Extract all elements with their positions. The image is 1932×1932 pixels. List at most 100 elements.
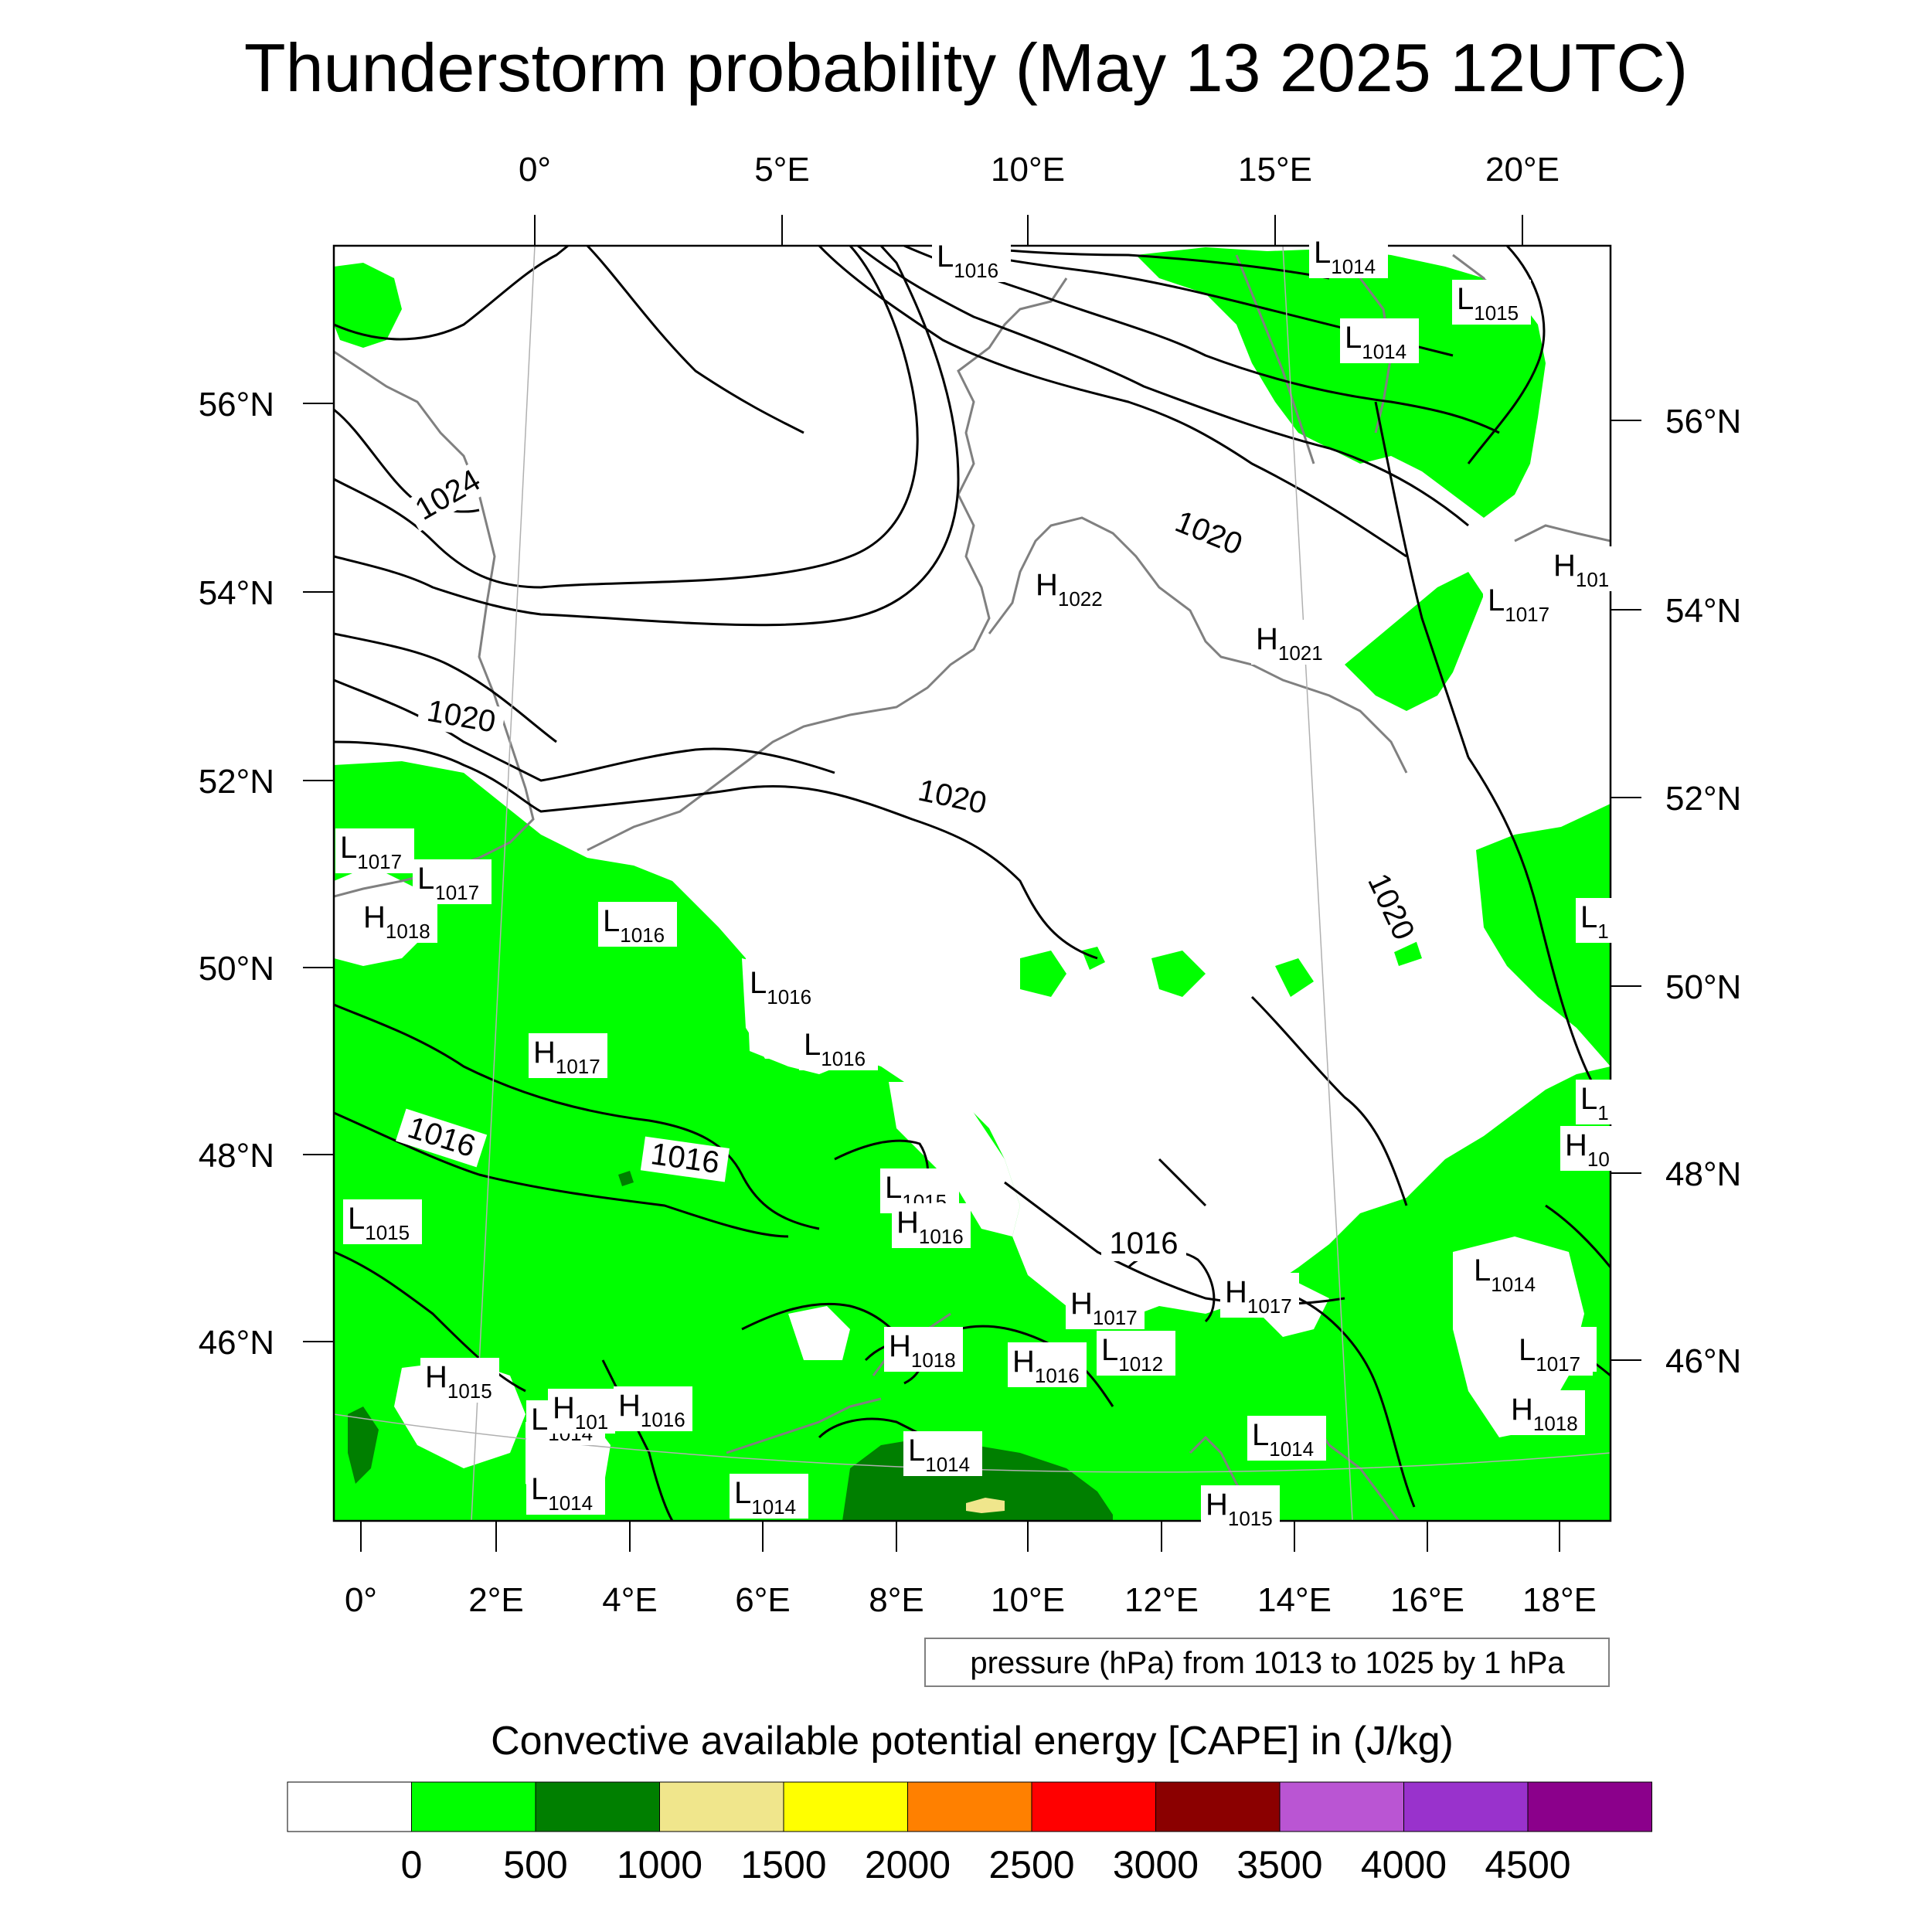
pressure-center-bg xyxy=(1452,280,1531,325)
top-lon-label: 5°E xyxy=(754,151,809,189)
right-lat-label: 56°N xyxy=(1665,403,1741,440)
bottom-lon-label: 0° xyxy=(345,1581,377,1619)
colorbar-tick-label: 4000 xyxy=(1361,1843,1447,1886)
colorbar-tick-label: 1000 xyxy=(617,1843,702,1886)
colorbar-swatch xyxy=(1031,1781,1156,1832)
pressure-center-bg xyxy=(1576,1080,1620,1124)
pressure-center-bg xyxy=(614,1386,692,1431)
low-pressure-label: L1015 xyxy=(348,1202,410,1244)
pressure-center-bg xyxy=(1066,1284,1145,1329)
pressure-center-bg xyxy=(1220,1273,1299,1318)
bottom-lon-label: 6°E xyxy=(735,1581,790,1619)
low-pressure-label: L1014 xyxy=(1252,1418,1314,1461)
low-pressure-label: L1016 xyxy=(603,904,665,947)
high-pressure-label: H1016 xyxy=(896,1206,964,1248)
high-pressure-label: H1018 xyxy=(889,1329,956,1372)
high-pressure-label: H1016 xyxy=(618,1389,685,1431)
low-pressure-label: L1014 xyxy=(908,1434,970,1476)
colorbar-swatch xyxy=(287,1781,412,1832)
pressure-center-bg xyxy=(420,1358,499,1403)
pressure-center-bg xyxy=(1008,1342,1087,1387)
high-pressure-label: H1022 xyxy=(1036,568,1103,611)
colorbar-tick-label: 500 xyxy=(503,1843,567,1886)
colorbar-swatch xyxy=(1279,1781,1404,1832)
high-pressure-label: H1017 xyxy=(1225,1275,1292,1318)
left-lat-label: 52°N xyxy=(199,763,274,801)
low-pressure-label: L1014 xyxy=(734,1476,796,1519)
pressure-center-bg xyxy=(1247,1416,1326,1461)
pressure-center-bg xyxy=(892,1203,971,1248)
high-pressure-label: H1018 xyxy=(363,900,430,943)
colorbar-swatch xyxy=(783,1781,908,1832)
colorbar-tick-label: 3500 xyxy=(1236,1843,1322,1886)
right-lat-label: 50°N xyxy=(1665,968,1741,1006)
low-pressure-label: L1 xyxy=(1580,1082,1609,1124)
right-lat-label: 52°N xyxy=(1665,780,1741,818)
pressure-center-bg xyxy=(548,1389,615,1434)
pressure-centers: L1016L1014L1015L1014H101L1017H1022H1021L… xyxy=(335,233,1620,1530)
top-lon-label: 20°E xyxy=(1485,151,1560,189)
pressure-center-bg xyxy=(1469,1251,1548,1296)
low-pressure-label: L1014 xyxy=(1474,1253,1536,1296)
bottom-lon-label: 18°E xyxy=(1522,1581,1597,1619)
pressure-center-bg xyxy=(1201,1485,1280,1530)
colorbar-swatch xyxy=(1403,1781,1529,1832)
bottom-lon-label: 2°E xyxy=(468,1581,523,1619)
low-pressure-label: L1014 xyxy=(531,1472,593,1515)
pressure-center-bg xyxy=(343,1199,422,1244)
low-pressure-label: L1 xyxy=(1580,900,1609,943)
bottom-lon-label: 10°E xyxy=(991,1581,1065,1619)
colorbar-tick-label: 1500 xyxy=(740,1843,826,1886)
low-pressure-label: L1016 xyxy=(804,1028,866,1070)
low-pressure-label: L1016 xyxy=(937,240,998,282)
pressure-center-bg xyxy=(884,1327,963,1372)
high-pressure-label: H101 xyxy=(1553,549,1609,591)
pressure-center-bg xyxy=(335,828,414,873)
bottom-lon-labels: 0° 2°E 4°E 6°E 8°E 10°E 12°E 14°E 16°E 1… xyxy=(345,1581,1597,1619)
left-lat-label: 54°N xyxy=(199,574,274,612)
pressure-center-bg xyxy=(1340,318,1419,363)
high-pressure-label: H1018 xyxy=(1511,1393,1578,1435)
high-pressure-label: H1015 xyxy=(425,1360,492,1403)
colorbar-swatch xyxy=(1527,1781,1652,1832)
low-pressure-label: L1012 xyxy=(1101,1333,1163,1376)
left-lat-label: 46°N xyxy=(199,1324,274,1362)
left-lat-label: 50°N xyxy=(199,950,274,988)
pressure-center-bg xyxy=(598,902,677,947)
colorbar-swatch xyxy=(907,1781,1032,1832)
top-ticks xyxy=(534,215,1523,246)
colorbar-swatch xyxy=(411,1781,536,1832)
bottom-lon-label: 4°E xyxy=(602,1581,657,1619)
high-pressure-label: H1021 xyxy=(1256,622,1323,665)
pressure-center-bg xyxy=(745,964,824,1009)
pressure-center-bg xyxy=(529,1033,607,1078)
low-pressure-label: L1017 xyxy=(1488,583,1549,626)
pressure-center-bg xyxy=(903,1431,982,1476)
top-lon-label: 0° xyxy=(519,151,551,189)
colorbar-tick-label: 0 xyxy=(401,1843,423,1886)
high-pressure-label: H101 xyxy=(553,1391,608,1434)
bottom-ticks xyxy=(360,1521,1560,1552)
colorbar xyxy=(287,1781,1652,1832)
pressure-center-bg xyxy=(1560,1126,1616,1171)
pressure-center-bg xyxy=(1097,1331,1175,1376)
pressure-center-bg xyxy=(1309,233,1388,278)
low-pressure-label: L1014 xyxy=(1314,236,1376,278)
colorbar-swatch xyxy=(1155,1781,1281,1832)
right-lat-label: 46°N xyxy=(1665,1342,1741,1380)
left-lat-label: 48°N xyxy=(199,1137,274,1175)
pressure-center-bg xyxy=(1483,581,1562,626)
colorbar-swatch xyxy=(535,1781,660,1832)
top-lon-labels: 0° 5°E 10°E 15°E 20°E xyxy=(519,151,1560,189)
colorbar-tick-label: 2500 xyxy=(988,1843,1074,1886)
colorbar-tick-label: 3000 xyxy=(1113,1843,1199,1886)
high-pressure-label: H1017 xyxy=(1070,1287,1138,1329)
pressure-center-bg xyxy=(413,859,492,904)
colorbar-tick-labels: 0 500 1000 1500 2000 2500 3000 3500 4000 4500 xyxy=(401,1843,1571,1886)
high-pressure-label: H1015 xyxy=(1206,1488,1273,1530)
pressure-center-bg xyxy=(799,1026,878,1070)
pressure-center-bg xyxy=(526,1470,605,1515)
high-pressure-label: H10 xyxy=(1565,1128,1610,1171)
low-pressure-label: L1017 xyxy=(417,862,479,904)
